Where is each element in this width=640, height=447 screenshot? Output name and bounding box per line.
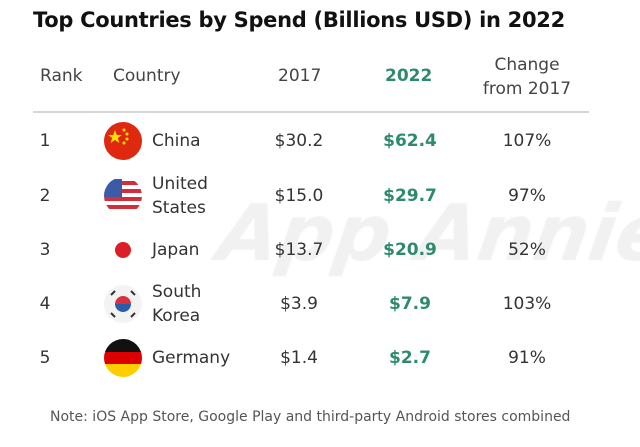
rank-cell: 4	[39, 294, 51, 314]
country-cell: Germany	[152, 346, 230, 370]
value-2017-cell: $15.0	[274, 186, 324, 206]
header-rank: Rank	[40, 66, 83, 86]
country-name-line1: Japan	[152, 240, 200, 260]
change-cell: 91%	[508, 348, 546, 368]
country-name-line1: Germany	[152, 348, 231, 368]
value-2022-cell: $2.7	[389, 348, 431, 368]
rank-cell: 1	[39, 131, 51, 151]
header-divider	[33, 111, 589, 113]
change-cell: 103%	[502, 294, 552, 314]
us-flag-icon	[104, 177, 142, 215]
japan-flag-icon	[104, 231, 142, 269]
country-cell: China	[152, 129, 201, 153]
country-name-line2: Korea	[152, 306, 201, 326]
footnote: Note: iOS App Store, Google Play and thi…	[50, 409, 571, 425]
value-2022-cell: $20.9	[383, 240, 437, 260]
change-cell: 107%	[502, 131, 552, 151]
country-cell: Japan	[152, 238, 199, 262]
rank-cell: 5	[39, 348, 51, 368]
change-cell: 52%	[508, 240, 546, 260]
south-korea-flag-icon	[104, 285, 142, 323]
value-2017-cell: $1.4	[280, 348, 318, 368]
table-row: 5 Germany $1.4 $2.7 91%	[0, 331, 640, 385]
header-change: Change from 2017	[480, 53, 574, 101]
change-cell: 97%	[508, 186, 546, 206]
value-2017-cell: $30.2	[274, 131, 324, 151]
value-2017-cell: $3.9	[280, 294, 318, 314]
header-2017: 2017	[278, 66, 322, 86]
country-name-line1: China	[152, 131, 201, 151]
header-country: Country	[113, 66, 181, 86]
value-2022-cell: $29.7	[383, 186, 437, 206]
rank-cell: 3	[39, 240, 51, 260]
value-2022-cell: $7.9	[389, 294, 431, 314]
table-row: 2 United States $15.0 $29.7 97%	[0, 169, 640, 223]
header-2022: 2022	[385, 66, 433, 86]
header-change-line2: from 2017	[482, 79, 572, 99]
value-2017-cell: $13.7	[274, 240, 324, 260]
country-name-line1: United	[152, 174, 208, 194]
table-row: 3 Japan $13.7 $20.9 52%	[0, 223, 640, 277]
china-flag-icon	[104, 122, 142, 160]
rank-cell: 2	[39, 186, 51, 206]
country-cell: South Korea	[152, 280, 201, 328]
value-2022-cell: $62.4	[383, 131, 437, 151]
table-row: 1 China $30.2 $62.4 107%	[0, 114, 640, 168]
table-row: 4 South Korea $3.9 $7.9 103%	[0, 277, 640, 331]
table-title: Top Countries by Spend (Billions USD) in…	[33, 8, 565, 32]
germany-flag-icon	[104, 339, 142, 377]
header-change-line1: Change	[494, 55, 560, 75]
country-cell: United States	[152, 172, 208, 220]
country-name-line1: South	[152, 282, 202, 302]
country-name-line2: States	[152, 198, 206, 218]
